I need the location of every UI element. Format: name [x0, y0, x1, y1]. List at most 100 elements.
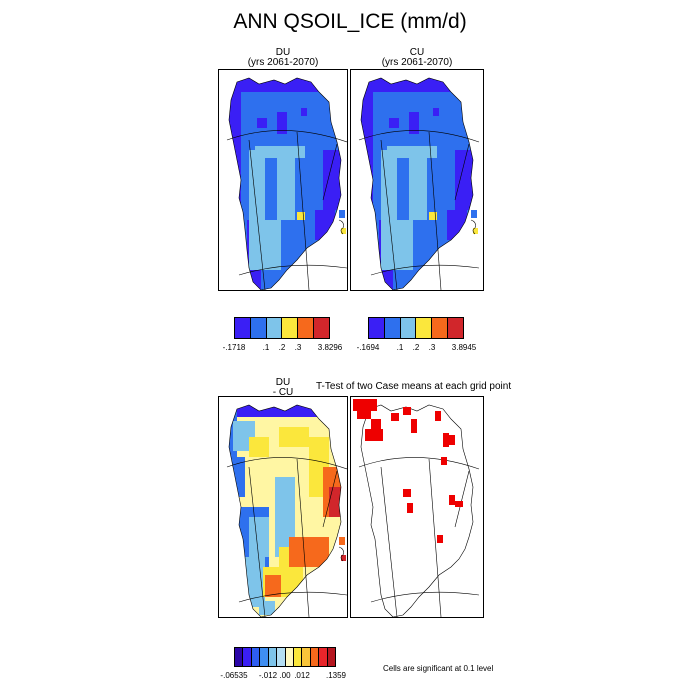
- diff-title-line1: DU: [275, 377, 291, 388]
- longitude-line: [428, 458, 442, 617]
- colorbar-swatch: [327, 648, 336, 666]
- significant-cell: [357, 411, 371, 419]
- map-cell: [429, 212, 437, 220]
- island-coast: [470, 219, 476, 235]
- map-cell: [277, 156, 295, 220]
- map-cell: [229, 405, 341, 417]
- island-cell: [471, 210, 477, 218]
- du-map-panel: [218, 69, 348, 291]
- latitude-line: [370, 591, 480, 603]
- longitude-line: [322, 143, 338, 201]
- significant-cell: [449, 435, 455, 445]
- colorbar-swatch: [250, 318, 267, 338]
- graticule: [358, 457, 480, 617]
- latitude-line: [226, 130, 347, 143]
- du-colorbar-labels: -.1718 .1 .2 .3 3.8296: [223, 343, 343, 355]
- latitude-line: [238, 264, 347, 276]
- significant-cell: [371, 419, 381, 429]
- colorbar-swatch: [235, 318, 251, 338]
- map-cell: [323, 150, 341, 210]
- coastline: [228, 77, 342, 290]
- du-title-line2: (yrs 2061-2070): [247, 57, 319, 68]
- island-coast: [338, 546, 344, 562]
- colorbar-tick-label: .3: [294, 343, 302, 352]
- colorbar-tick-label: 3.8945: [451, 343, 477, 352]
- cu-title-line1: CU: [409, 47, 425, 58]
- colorbar-tick-label: .2: [278, 343, 286, 352]
- graticule: [358, 130, 480, 290]
- graticule: [226, 130, 347, 290]
- longitude-line: [380, 139, 398, 290]
- colorbar-swatch: [319, 648, 328, 666]
- colorbar-swatch: [235, 648, 244, 666]
- colorbar-tick-label: .2: [412, 343, 420, 352]
- island-cell: [341, 228, 346, 234]
- island-cell: [341, 555, 346, 561]
- significant-cell: [353, 399, 377, 411]
- diff-panel-title: DU - CU: [218, 378, 348, 398]
- colorbar-tick-label: .012: [294, 671, 310, 680]
- island-cell: [339, 537, 345, 545]
- island-coast: [338, 219, 344, 235]
- significant-cell: [441, 457, 447, 465]
- diff-colorbar: [234, 647, 336, 667]
- latitude-line: [226, 457, 347, 470]
- map-cell: [279, 427, 309, 447]
- graticule: [226, 457, 347, 617]
- colorbar-tick-label: .1: [396, 343, 404, 352]
- du-panel-title: DU (yrs 2061-2070): [218, 48, 348, 68]
- colorbar-swatch: [260, 648, 269, 666]
- significant-cell: [443, 433, 449, 447]
- map-cell: [389, 118, 399, 128]
- colorbar-tick-label: -.06535: [220, 671, 248, 680]
- cu-colorbar-labels: -.1694 .1 .2 .3 3.8945: [357, 343, 477, 355]
- map-cell: [301, 108, 307, 116]
- map-cell: [433, 108, 439, 116]
- ttest-title: T-Test of two Case means at each grid po…: [316, 381, 512, 392]
- longitude-line: [380, 466, 398, 617]
- ttest-map: [353, 399, 480, 617]
- colorbar-swatch: [369, 318, 385, 338]
- colorbar-swatch: [268, 648, 278, 666]
- longitude-line: [322, 470, 338, 528]
- map-cell: [409, 112, 419, 134]
- map-cell: [229, 457, 245, 497]
- map-cell: [277, 112, 287, 134]
- cu-map-panel: [350, 69, 484, 291]
- significance-note: Cells are significant at 0.1 level: [383, 664, 494, 673]
- colorbar-swatch: [416, 318, 433, 338]
- latitude-line: [238, 591, 347, 603]
- cu-title-line2: (yrs 2061-2070): [381, 57, 453, 68]
- main-title: ANN QSOIL_ICE (mm/d): [233, 10, 467, 33]
- longitude-line: [248, 466, 266, 617]
- map-cell: [259, 601, 275, 615]
- du-map: [226, 77, 347, 290]
- colorbar-swatch: [285, 648, 294, 666]
- map-cell: [447, 210, 467, 240]
- map-cell: [409, 156, 427, 220]
- significant-cell: [407, 503, 413, 513]
- significant-cell: [391, 413, 399, 421]
- map-cell: [257, 118, 267, 128]
- longitude-line: [296, 131, 310, 290]
- map-cell: [229, 78, 241, 290]
- latitude-line: [370, 264, 480, 276]
- significant-cell: [449, 495, 455, 505]
- colorbar-swatch: [448, 318, 463, 338]
- colorbar-swatch: [384, 318, 401, 338]
- colorbar-swatch: [310, 648, 320, 666]
- du-title-line1: DU: [275, 47, 291, 58]
- colorbar-swatch: [293, 648, 303, 666]
- cu-colorbar: [368, 317, 464, 339]
- significant-cell: [411, 419, 417, 433]
- longitude-line: [454, 470, 470, 528]
- colorbar-swatch: [251, 648, 261, 666]
- ttest-map-panel: [350, 396, 484, 618]
- colorbar-swatch: [243, 648, 252, 666]
- diff-map: [226, 404, 347, 617]
- map-cell: [265, 575, 281, 597]
- diff-map-panel: [218, 396, 348, 618]
- map-cell: [387, 146, 437, 158]
- map-cell: [265, 220, 281, 270]
- map-cell: [361, 78, 373, 290]
